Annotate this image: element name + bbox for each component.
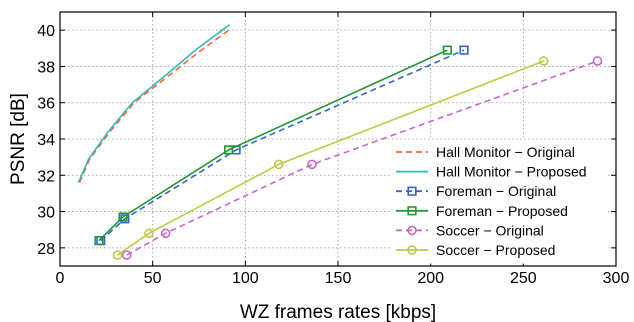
data-point [538, 56, 549, 66]
y-tick-label: 40 [37, 23, 55, 40]
series-soccer-proposed [112, 56, 549, 260]
series-foreman-proposed [94, 45, 452, 246]
plot-series [77, 24, 603, 260]
legend-item: Hall Monitor − Original [396, 144, 575, 160]
y-tick-label: 36 [37, 96, 55, 113]
data-point [224, 145, 234, 155]
legend-item: Foreman − Original [396, 183, 556, 199]
data-point [121, 250, 132, 260]
series-hall-monitor-proposed [77, 24, 231, 183]
x-tick-label: 0 [56, 270, 65, 287]
series-line [126, 60, 598, 256]
data-point [273, 159, 284, 170]
legend-label: Hall Monitor − Original [436, 144, 575, 160]
legend-marker [407, 225, 417, 236]
data-point [442, 45, 452, 55]
data-point [459, 45, 469, 55]
x-tick-label: 100 [232, 270, 259, 287]
data-point [94, 236, 104, 246]
legend-marker [407, 206, 417, 216]
data-point [160, 228, 171, 239]
grid-lines [60, 12, 616, 266]
x-tick-label: 250 [510, 270, 537, 287]
data-point [144, 228, 154, 239]
series-hall-monitor-original [78, 27, 232, 183]
legend-marker [407, 245, 417, 255]
legend-background [390, 140, 608, 264]
y-axis-label: PSNR [dB] [8, 93, 29, 185]
legend-item: Hall Monitor − Proposed [396, 164, 587, 180]
y-tick-label: 32 [37, 168, 55, 185]
legend-item: Foreman − Proposed [396, 203, 568, 219]
legend-label: Soccer − Original [436, 222, 544, 238]
y-tick-label: 38 [37, 59, 55, 76]
series-line [78, 27, 232, 183]
series-line [117, 60, 544, 256]
legend-marker [407, 186, 417, 196]
legend: Hall Monitor − Original Hall Monitor − Pr… [390, 140, 608, 264]
y-tick-label: 34 [37, 132, 55, 149]
data-point [307, 159, 317, 170]
legend-label: Foreman − Proposed [436, 203, 568, 219]
x-tick-label: 300 [603, 270, 630, 287]
legend-label: Foreman − Original [436, 183, 556, 199]
legend-item: Soccer − Original [396, 222, 544, 238]
series-line [77, 24, 231, 183]
series-soccer-original [121, 56, 603, 260]
data-point [112, 250, 123, 260]
data-point [118, 212, 128, 222]
data-point [592, 56, 603, 66]
y-tick-label: 30 [37, 205, 55, 222]
x-axis-label: WZ frames rates [kbps] [240, 302, 436, 322]
x-tick-label: 200 [417, 270, 444, 287]
legend-item: Soccer − Proposed [396, 242, 555, 258]
y-tick-label: 28 [37, 241, 55, 258]
legend-label: Hall Monitor − Proposed [436, 164, 587, 180]
series-line [98, 49, 448, 242]
x-tick-label: 150 [325, 270, 352, 287]
x-tick-label: 50 [144, 270, 162, 287]
axis-ticks: 0 50 100 150 200 250 300 28 30 32 34 36 38 40 [37, 12, 629, 287]
legend-label: Soccer − Proposed [436, 242, 555, 258]
